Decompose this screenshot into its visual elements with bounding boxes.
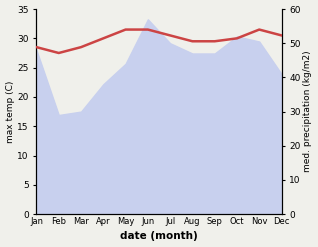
Y-axis label: med. precipitation (kg/m2): med. precipitation (kg/m2)	[303, 51, 313, 172]
Y-axis label: max temp (C): max temp (C)	[5, 80, 15, 143]
X-axis label: date (month): date (month)	[120, 231, 198, 242]
